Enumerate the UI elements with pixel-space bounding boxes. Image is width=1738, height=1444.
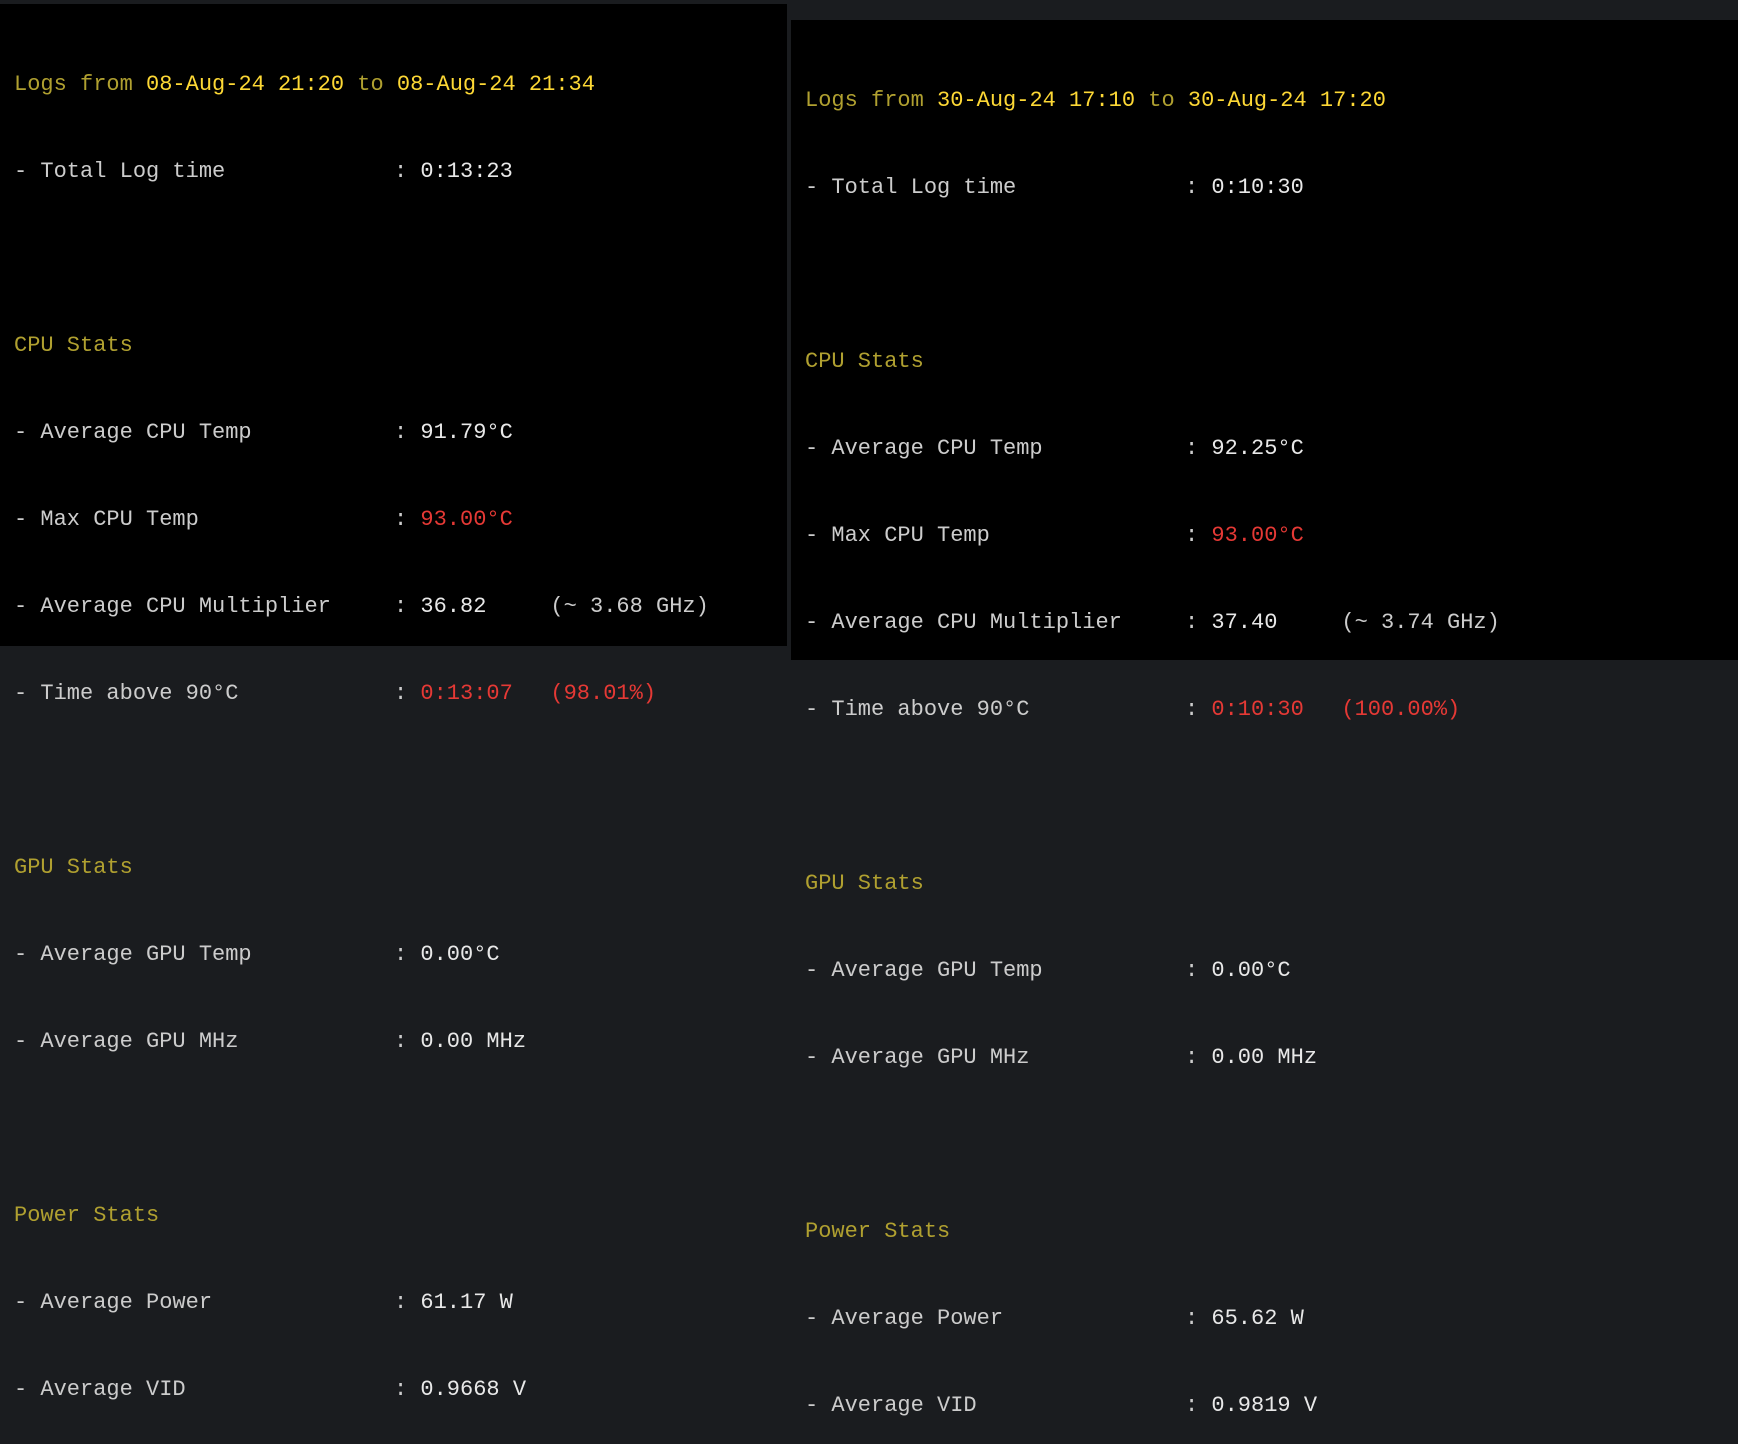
- logs-to: to: [1135, 86, 1188, 115]
- avg-power-label: - Average Power: [14, 1288, 394, 1317]
- avg-gpu-mhz-label: - Average GPU MHz: [805, 1043, 1185, 1072]
- total-log-time-row: - Total Log time: 0:13:23: [14, 157, 787, 186]
- avg-cpu-mult-label: - Average CPU Multiplier: [14, 592, 394, 621]
- avg-vid-row: - Average VID: 0.9819 V: [805, 1391, 1738, 1420]
- avg-vid-value: 0.9668 V: [420, 1375, 550, 1404]
- total-log-time-row: - Total Log time: 0:10:30: [805, 173, 1738, 202]
- blank-row: [805, 782, 1738, 811]
- max-cpu-temp-value: 93.00°C: [420, 505, 550, 534]
- avg-gpu-mhz-value: 0.00 MHz: [420, 1027, 550, 1056]
- avg-cpu-mult-row: - Average CPU Multiplier: 37.40(~ 3.74 G…: [805, 608, 1738, 637]
- blank-row: [805, 1130, 1738, 1159]
- avg-cpu-mult-paren: (~ 3.74 GHz): [1341, 608, 1499, 637]
- logs-prefix: Logs from: [14, 70, 146, 99]
- logs-header-row: Logs from 30-Aug-24 17:10 to 30-Aug-24 1…: [805, 86, 1738, 115]
- total-log-time-label: - Total Log time: [805, 173, 1185, 202]
- avg-vid-label: - Average VID: [14, 1375, 394, 1404]
- date-from: 08-Aug-24 21:20: [146, 70, 344, 99]
- avg-cpu-mult-value: 36.82: [420, 592, 550, 621]
- avg-gpu-temp-value: 0.00°C: [1211, 956, 1341, 985]
- avg-cpu-mult-value: 37.40: [1211, 608, 1341, 637]
- avg-cpu-mult-row: - Average CPU Multiplier: 36.82(~ 3.68 G…: [14, 592, 787, 621]
- avg-cpu-temp-label: - Average CPU Temp: [805, 434, 1185, 463]
- avg-cpu-temp-row: - Average CPU Temp: 91.79°C: [14, 418, 787, 447]
- gpu-stats-heading: GPU Stats: [14, 853, 787, 882]
- date-to: 30-Aug-24 17:20: [1188, 86, 1386, 115]
- avg-power-value: 65.62 W: [1211, 1304, 1341, 1333]
- time-above-paren: (98.01%): [550, 679, 656, 708]
- time-above-row: - Time above 90°C: 0:10:30(100.00%): [805, 695, 1738, 724]
- right-log-panel: Logs from 30-Aug-24 17:10 to 30-Aug-24 1…: [791, 20, 1738, 660]
- avg-gpu-temp-label: - Average GPU Temp: [14, 940, 394, 969]
- avg-gpu-temp-value: 0.00°C: [420, 940, 550, 969]
- time-above-row: - Time above 90°C: 0:13:07(98.01%): [14, 679, 787, 708]
- max-cpu-temp-label: - Max CPU Temp: [14, 505, 394, 534]
- power-stats-heading: Power Stats: [805, 1217, 1738, 1246]
- avg-power-row: - Average Power: 61.17 W: [14, 1288, 787, 1317]
- avg-gpu-mhz-row: - Average GPU MHz: 0.00 MHz: [805, 1043, 1738, 1072]
- avg-cpu-temp-value: 92.25°C: [1211, 434, 1341, 463]
- blank-row: [14, 244, 787, 273]
- blank-row: [14, 1114, 787, 1143]
- gpu-stats-heading: GPU Stats: [805, 869, 1738, 898]
- cpu-stats-heading: CPU Stats: [805, 347, 1738, 376]
- avg-cpu-temp-value: 91.79°C: [420, 418, 550, 447]
- time-above-value: 0:13:07: [420, 679, 550, 708]
- date-from: 30-Aug-24 17:10: [937, 86, 1135, 115]
- logs-header-row: Logs from 08-Aug-24 21:20 to 08-Aug-24 2…: [14, 70, 787, 99]
- total-log-time-value: 0:10:30: [1211, 173, 1341, 202]
- blank-row: [805, 260, 1738, 289]
- avg-gpu-temp-row: - Average GPU Temp: 0.00°C: [14, 940, 787, 969]
- max-cpu-temp-label: - Max CPU Temp: [805, 521, 1185, 550]
- avg-cpu-mult-paren: (~ 3.68 GHz): [550, 592, 708, 621]
- avg-power-label: - Average Power: [805, 1304, 1185, 1333]
- avg-power-value: 61.17 W: [420, 1288, 550, 1317]
- logs-to: to: [344, 70, 397, 99]
- left-log-panel: Logs from 08-Aug-24 21:20 to 08-Aug-24 2…: [0, 4, 787, 646]
- avg-cpu-temp-label: - Average CPU Temp: [14, 418, 394, 447]
- power-stats-heading: Power Stats: [14, 1201, 787, 1230]
- cpu-stats-heading: CPU Stats: [14, 331, 787, 360]
- avg-gpu-mhz-label: - Average GPU MHz: [14, 1027, 394, 1056]
- max-cpu-temp-row: - Max CPU Temp: 93.00°C: [14, 505, 787, 534]
- avg-vid-label: - Average VID: [805, 1391, 1185, 1420]
- avg-cpu-mult-label: - Average CPU Multiplier: [805, 608, 1185, 637]
- avg-power-row: - Average Power: 65.62 W: [805, 1304, 1738, 1333]
- time-above-paren: (100.00%): [1341, 695, 1460, 724]
- avg-gpu-temp-label: - Average GPU Temp: [805, 956, 1185, 985]
- date-to: 08-Aug-24 21:34: [397, 70, 595, 99]
- avg-vid-row: - Average VID: 0.9668 V: [14, 1375, 787, 1404]
- avg-gpu-mhz-value: 0.00 MHz: [1211, 1043, 1341, 1072]
- total-log-time-value: 0:13:23: [420, 157, 550, 186]
- avg-gpu-mhz-row: - Average GPU MHz: 0.00 MHz: [14, 1027, 787, 1056]
- logs-prefix: Logs from: [805, 86, 937, 115]
- avg-cpu-temp-row: - Average CPU Temp: 92.25°C: [805, 434, 1738, 463]
- blank-row: [14, 766, 787, 795]
- avg-gpu-temp-row: - Average GPU Temp: 0.00°C: [805, 956, 1738, 985]
- time-above-label: - Time above 90°C: [805, 695, 1185, 724]
- avg-vid-value: 0.9819 V: [1211, 1391, 1341, 1420]
- total-log-time-label: - Total Log time: [14, 157, 394, 186]
- time-above-label: - Time above 90°C: [14, 679, 394, 708]
- max-cpu-temp-value: 93.00°C: [1211, 521, 1341, 550]
- max-cpu-temp-row: - Max CPU Temp: 93.00°C: [805, 521, 1738, 550]
- time-above-value: 0:10:30: [1211, 695, 1341, 724]
